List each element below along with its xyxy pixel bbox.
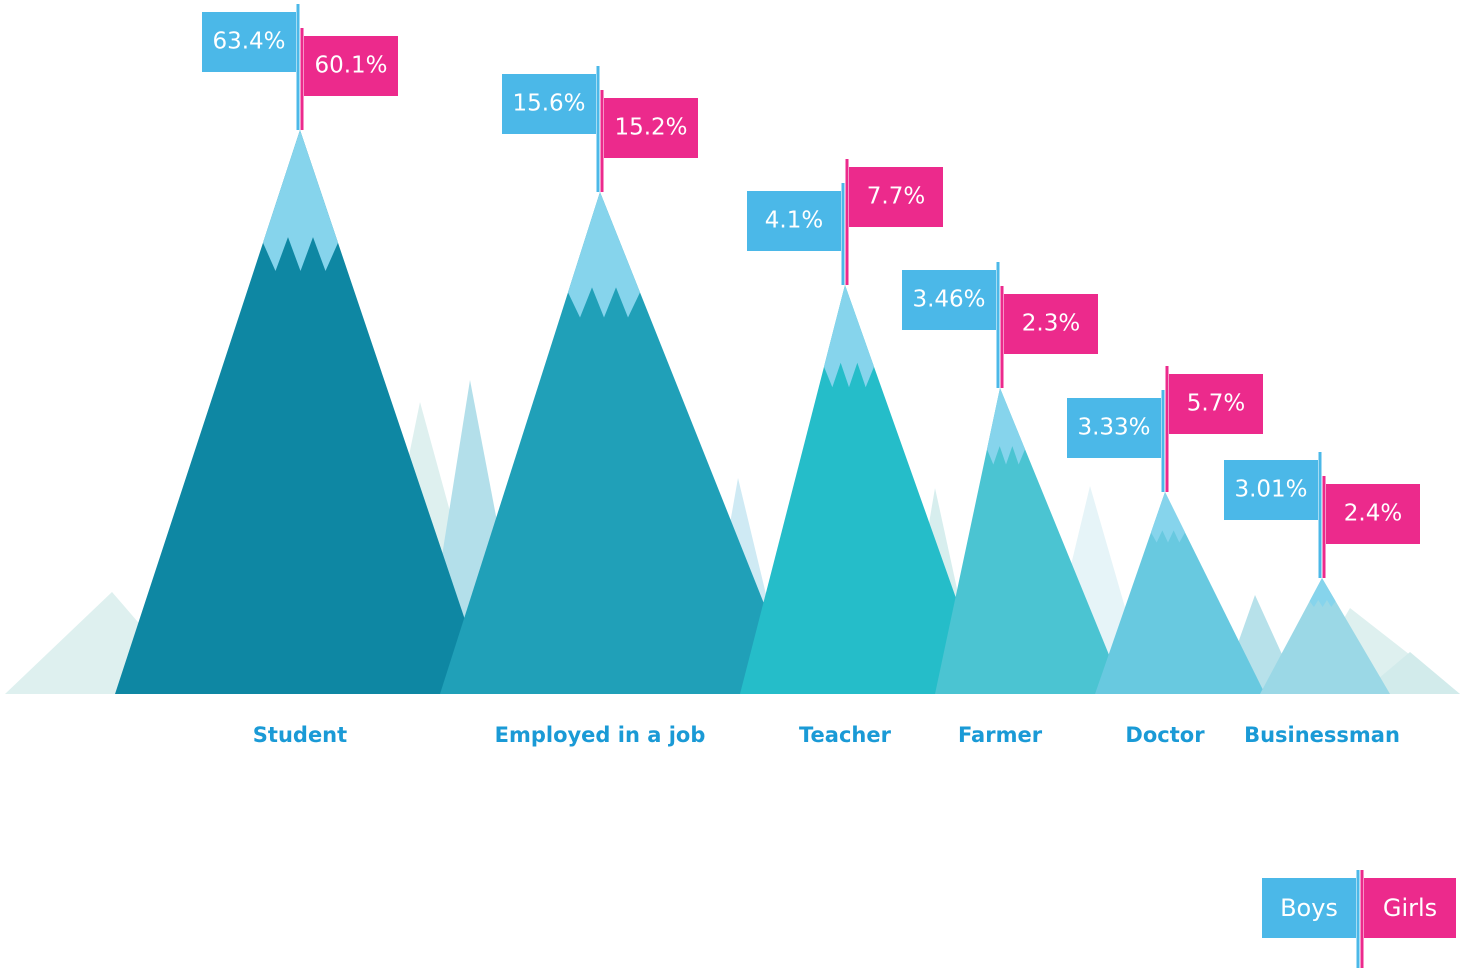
value-label: 3.46% xyxy=(912,287,985,313)
value-label: 3.01% xyxy=(1234,477,1307,503)
value-label: 2.3% xyxy=(1022,311,1080,337)
legend-label: Girls xyxy=(1383,894,1437,922)
value-label: 15.6% xyxy=(512,91,585,117)
value-label: 63.4% xyxy=(212,29,285,55)
category-label: Employed in a job xyxy=(495,723,706,747)
snow-cap xyxy=(824,285,874,387)
legend-label: Boys xyxy=(1280,894,1338,922)
category-label: Teacher xyxy=(799,723,892,747)
snow-cap xyxy=(987,388,1025,465)
value-label: 60.1% xyxy=(314,53,387,79)
snow-cap xyxy=(1151,492,1185,543)
category-label: Farmer xyxy=(958,723,1043,747)
value-label: 7.7% xyxy=(867,184,925,210)
value-label: 15.2% xyxy=(614,115,687,141)
value-label: 2.4% xyxy=(1344,501,1402,527)
value-label: 3.33% xyxy=(1077,415,1150,441)
snow-cap xyxy=(263,130,338,271)
value-label: 4.1% xyxy=(765,208,823,234)
chart: 63.4% 60.1% Student 15.6% 15.2% Employed in a… xyxy=(0,0,1460,971)
snow-cap xyxy=(1310,578,1336,607)
category-label: Doctor xyxy=(1125,723,1205,747)
value-label: 5.7% xyxy=(1187,391,1245,417)
category-label: Businessman xyxy=(1244,723,1400,747)
snow-cap xyxy=(568,192,640,318)
category-label: Student xyxy=(253,723,347,747)
